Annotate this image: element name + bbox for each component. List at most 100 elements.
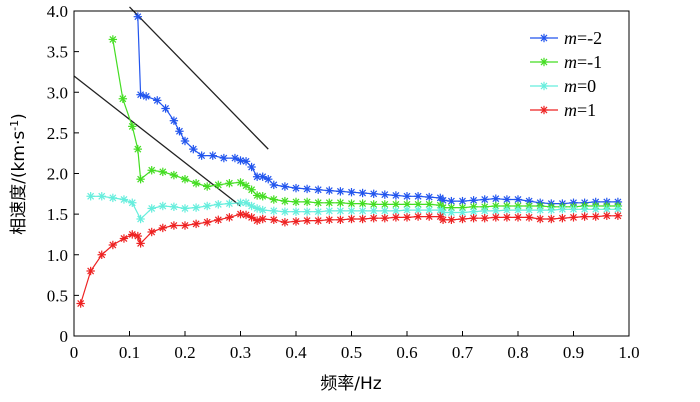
data-point (580, 205, 589, 214)
data-point (347, 214, 356, 224)
data-point (524, 213, 534, 222)
data-point (97, 250, 106, 259)
data-point (141, 92, 151, 101)
data-point (580, 212, 589, 221)
x-tick-label: 0.2 (174, 343, 195, 362)
data-point (76, 299, 85, 308)
x-tick-label: 1.0 (618, 343, 639, 362)
data-point (302, 197, 312, 207)
legend-item-1: m=-1 (530, 52, 602, 72)
data-point (247, 185, 256, 194)
data-point (264, 174, 273, 184)
data-point (480, 206, 489, 216)
data-point (502, 213, 512, 222)
data-point (413, 192, 423, 201)
x-tick-label: 0.3 (230, 343, 251, 362)
data-point (369, 206, 378, 216)
data-point (347, 206, 356, 216)
data-point (197, 151, 206, 160)
data-point (280, 182, 290, 191)
data-point (502, 205, 512, 215)
y-tick-label: 4.0 (47, 2, 68, 21)
data-point (225, 179, 234, 188)
data-point (252, 191, 262, 200)
data-point (391, 191, 401, 200)
data-point (602, 205, 611, 214)
legend-item-2: m=0 (530, 76, 596, 96)
data-point (558, 205, 567, 214)
data-point (247, 162, 256, 172)
data-point (469, 213, 478, 223)
data-point (314, 216, 323, 225)
data-point (236, 178, 245, 187)
data-point (180, 221, 190, 230)
lower-reference-line (73, 75, 241, 207)
series-3 (76, 209, 623, 308)
data-point (158, 167, 167, 177)
data-point (358, 188, 367, 198)
data-point (402, 205, 412, 215)
data-point (336, 187, 345, 196)
data-point (108, 240, 118, 250)
legend-marker (539, 105, 549, 115)
axes: 0 0.1 0.2 0.3 0.4 0.5 0.6 0.7 0.8 0.9 1.0 0 0.5 1.0 1.… (47, 2, 640, 362)
data-point (191, 219, 201, 229)
data-point (252, 216, 262, 225)
data-point (136, 174, 145, 184)
data-point (425, 205, 434, 215)
data-point (236, 209, 245, 219)
data-point (258, 205, 267, 215)
data-point (153, 96, 162, 105)
x-tick-label: 0.8 (507, 343, 528, 362)
y-axis-title: 相速度/(km·s-1) (8, 113, 29, 235)
data-point (214, 215, 223, 225)
data-point (369, 189, 378, 199)
x-axis-title: 频率/Hz (320, 374, 382, 394)
data-point (214, 200, 223, 209)
y-tick-label: 3.5 (47, 43, 68, 62)
data-point (258, 214, 267, 224)
data-point (128, 230, 137, 239)
data-point (214, 180, 223, 190)
legend-label: m=0 (564, 76, 596, 96)
legend-item-0: m=-2 (530, 28, 602, 48)
data-point (136, 90, 145, 99)
data-point (291, 207, 301, 216)
data-point (252, 204, 262, 213)
y-tick-label: 2.5 (47, 124, 68, 143)
x-tick-label: 0.6 (396, 343, 417, 362)
data-point (280, 218, 290, 227)
legend-marker (539, 57, 549, 67)
data-point (325, 206, 334, 216)
data-point (147, 227, 156, 237)
data-point (391, 200, 401, 209)
data-point (591, 212, 600, 221)
data-point (358, 206, 367, 216)
data-point (425, 212, 434, 221)
data-point (302, 184, 312, 194)
data-point (513, 195, 523, 204)
data-point (547, 205, 556, 215)
x-tick-label: 0.9 (563, 343, 584, 362)
y-tick-label: 0.5 (47, 286, 68, 305)
data-point (314, 198, 323, 207)
data-point (225, 199, 234, 208)
data-point (336, 198, 345, 207)
legend-label: m=-1 (564, 52, 602, 72)
data-point (536, 205, 545, 215)
data-point (491, 213, 500, 222)
data-point (425, 200, 434, 209)
data-point (325, 186, 334, 195)
data-point (524, 205, 534, 215)
data-point (158, 223, 167, 233)
data-point (86, 266, 95, 276)
data-point (133, 144, 143, 154)
data-point (291, 183, 301, 193)
data-point (325, 215, 334, 225)
data-point (108, 35, 118, 44)
data-point (225, 213, 234, 222)
legend-label: m=1 (564, 100, 596, 120)
x-tick-label: 0.4 (285, 343, 307, 362)
data-point (189, 144, 198, 154)
